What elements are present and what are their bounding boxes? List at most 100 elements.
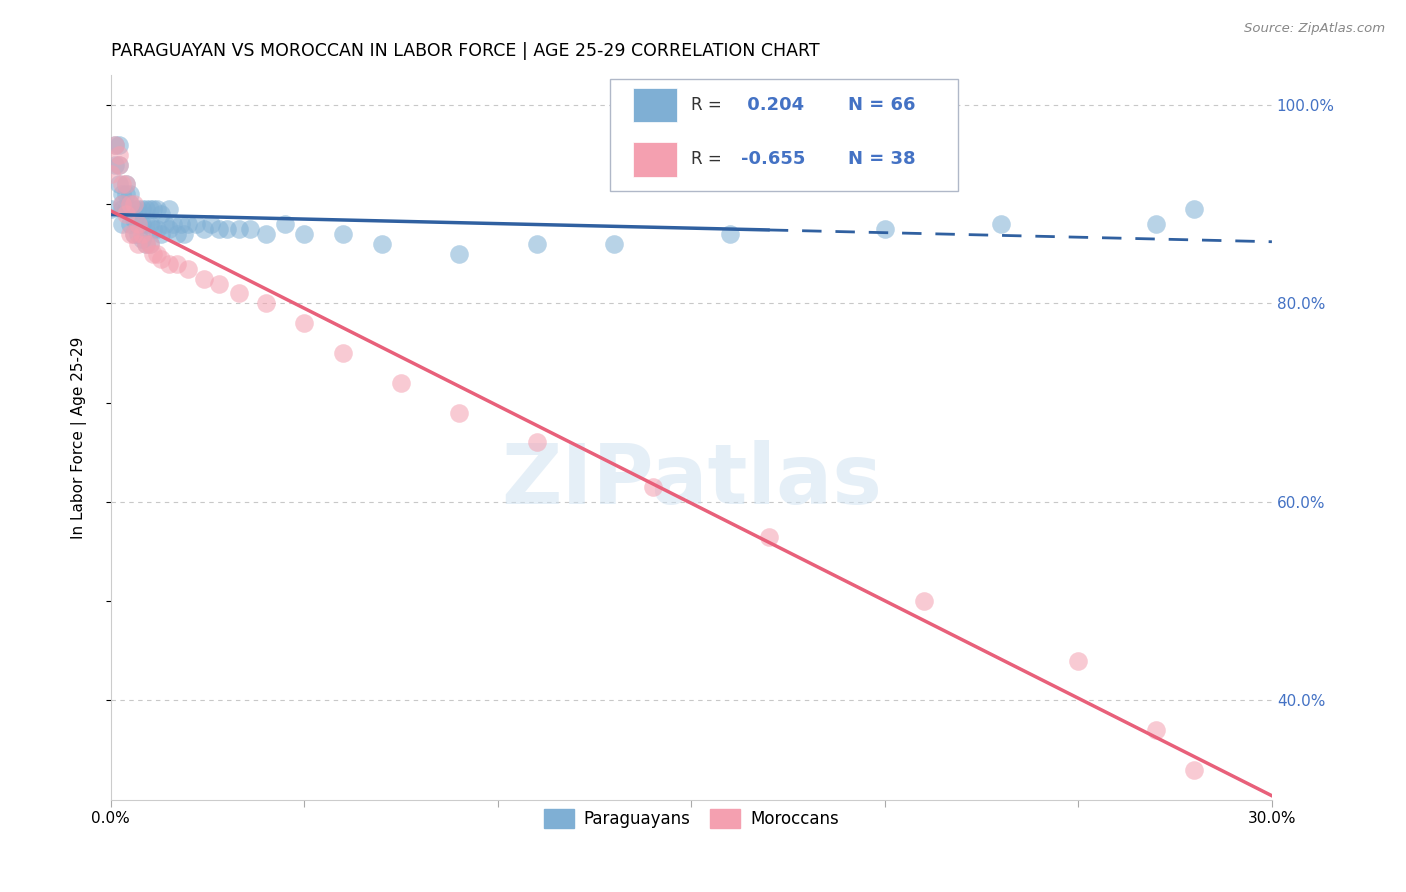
Text: Source: ZipAtlas.com: Source: ZipAtlas.com	[1244, 22, 1385, 36]
Point	[146, 222, 169, 236]
Point	[274, 217, 297, 231]
Point	[120, 187, 142, 202]
Point	[111, 187, 134, 202]
Point	[111, 217, 134, 231]
Point	[127, 217, 149, 231]
Point	[332, 346, 354, 360]
Point	[157, 202, 180, 216]
Point	[332, 227, 354, 241]
Point	[122, 227, 145, 241]
Point	[449, 247, 471, 261]
Point	[142, 202, 165, 216]
Point	[131, 232, 153, 246]
Point	[111, 202, 134, 216]
Point	[184, 217, 207, 231]
Point	[100, 168, 122, 182]
Point	[166, 257, 188, 271]
Point	[150, 252, 173, 266]
Point	[107, 178, 129, 192]
Point	[603, 236, 626, 251]
Point	[138, 236, 160, 251]
Point	[873, 222, 896, 236]
Text: ZIPatlas: ZIPatlas	[501, 441, 882, 521]
Point	[142, 222, 165, 236]
Point	[127, 227, 149, 241]
Point	[177, 261, 200, 276]
Text: R =: R =	[692, 96, 727, 114]
Text: -0.655: -0.655	[741, 150, 806, 169]
Text: N = 38: N = 38	[848, 150, 915, 169]
Point	[1067, 654, 1090, 668]
Text: 0.204: 0.204	[741, 96, 804, 114]
Point	[131, 217, 153, 231]
Point	[526, 435, 548, 450]
Point	[104, 137, 127, 152]
Point	[115, 207, 138, 221]
Point	[111, 197, 134, 211]
Point	[254, 227, 277, 241]
Point	[104, 137, 127, 152]
Point	[107, 157, 129, 171]
Point	[122, 212, 145, 227]
Bar	[633, 87, 678, 122]
Bar	[633, 142, 678, 177]
Point	[131, 227, 153, 241]
Point	[153, 217, 176, 231]
Point	[208, 222, 231, 236]
Point	[228, 286, 250, 301]
Point	[122, 227, 145, 241]
Point	[193, 222, 215, 236]
Point	[239, 222, 262, 236]
Text: N = 66: N = 66	[848, 96, 915, 114]
Point	[169, 217, 191, 231]
Point	[107, 157, 129, 171]
Point	[115, 178, 138, 192]
Point	[120, 202, 142, 216]
Point	[111, 197, 134, 211]
Point	[127, 236, 149, 251]
Point	[449, 406, 471, 420]
Point	[131, 202, 153, 216]
Point	[157, 222, 180, 236]
Point	[127, 202, 149, 216]
Point	[115, 178, 138, 192]
Point	[292, 316, 315, 330]
Point	[758, 530, 780, 544]
Point	[215, 222, 238, 236]
Point	[1184, 763, 1206, 777]
Point	[254, 296, 277, 310]
Legend: Paraguayans, Moroccans: Paraguayans, Moroccans	[537, 802, 846, 835]
Point	[526, 236, 548, 251]
Point	[142, 247, 165, 261]
Point	[127, 217, 149, 231]
Point	[718, 227, 741, 241]
Point	[120, 197, 142, 211]
Point	[193, 271, 215, 285]
Point	[115, 187, 138, 202]
Point	[157, 257, 180, 271]
Point	[177, 217, 200, 231]
Point	[138, 236, 160, 251]
Point	[389, 376, 412, 390]
Point	[100, 202, 122, 216]
Point	[107, 137, 129, 152]
Point	[208, 277, 231, 291]
Point	[146, 202, 169, 216]
Point	[120, 197, 142, 211]
Text: PARAGUAYAN VS MOROCCAN IN LABOR FORCE | AGE 25-29 CORRELATION CHART: PARAGUAYAN VS MOROCCAN IN LABOR FORCE | …	[111, 42, 820, 60]
Point	[162, 217, 184, 231]
Point	[111, 178, 134, 192]
Point	[122, 197, 145, 211]
Point	[115, 202, 138, 216]
Point	[1144, 217, 1167, 231]
Point	[228, 222, 250, 236]
Point	[1184, 202, 1206, 216]
Point	[371, 236, 394, 251]
Point	[135, 236, 157, 251]
Point	[104, 157, 127, 171]
Point	[120, 217, 142, 231]
Point	[120, 227, 142, 241]
Point	[150, 207, 173, 221]
Point	[135, 202, 157, 216]
Point	[122, 202, 145, 216]
